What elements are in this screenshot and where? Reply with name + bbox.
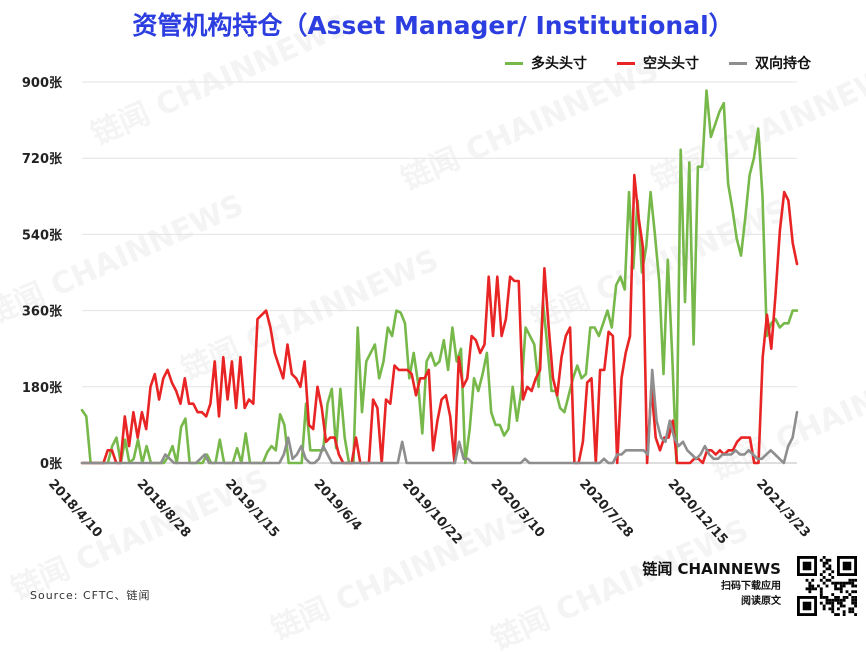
x-tick-label: 2019/10/22 [399,477,465,548]
x-tick-label: 2018/8/28 [134,477,194,541]
y-tick-label: 0张 [40,457,63,472]
x-tick-label: 2020/3/10 [488,477,548,541]
brand-block: 链闻 CHAINNEWS 扫码下载应用 阅读原文 [642,558,781,609]
chart-title: 资管机构持仓（Asset Manager/ Institutional） [132,11,734,40]
y-tick-label: 720张 [22,152,63,167]
x-tick-label: 2019/6/4 [311,477,365,534]
y-tick-label: 180张 [22,381,63,396]
y-axis: 0张 180张 360张 540张 720张 900张 [22,76,63,472]
x-tick-label: 2020/7/28 [576,477,636,541]
legend-item-short: 空头头寸 [617,53,699,73]
y-tick-label: 540张 [22,228,63,243]
series-lines [80,89,799,465]
y-tick-label: 360张 [22,305,63,320]
brand-name: 链闻 CHAINNEWS [642,560,781,578]
x-axis: 2018/4/10 2018/8/28 2019/1/15 2019/6/4 2019/… [45,477,813,548]
line-chart: 0张 180张 360张 540张 720张 900张 2018/4/10 2018/8/2… [22,76,813,548]
x-tick-label: 2021/3/23 [753,477,813,541]
legend-swatch-spread [729,61,747,65]
brand-read-text: 阅读原文 [741,596,781,607]
legend-label-long: 多头头寸 [531,56,587,72]
x-tick-label: 2018/4/10 [45,477,105,541]
x-tick-label: 2020/12/15 [665,477,731,548]
legend-item-spread: 双向持仓 [729,53,811,73]
series-line-2 [80,368,799,465]
x-tick-label: 2019/1/15 [222,477,282,541]
brand-download-text: 扫码下载应用 [721,581,781,592]
y-tick-label: 900张 [22,76,63,91]
legend-swatch-long [505,61,523,65]
legend-label-short: 空头头寸 [643,56,699,72]
legend-swatch-short [617,61,635,65]
legend-label-spread: 双向持仓 [755,56,811,72]
legend-item-long: 多头头寸 [505,53,587,73]
series-line-0 [80,89,799,465]
series-line-1 [80,173,799,465]
qr-code-icon [797,556,857,616]
source-note: Source: CFTC、链闻 [30,589,151,602]
legend: 多头头寸 空头头寸 双向持仓 [505,53,811,73]
